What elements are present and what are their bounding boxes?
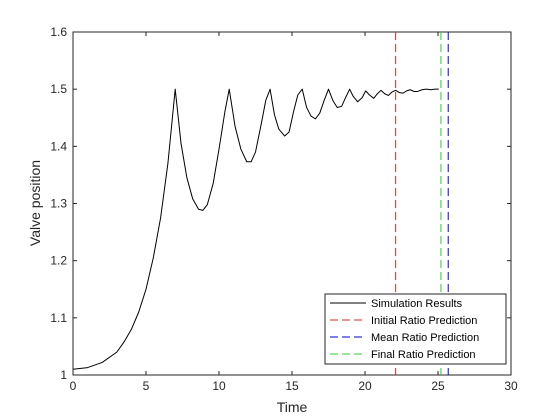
x-tick-label: 20 xyxy=(358,379,372,393)
x-tick-label: 0 xyxy=(70,379,77,393)
legend-label-mean-ratio-prediction: Mean Ratio Prediction xyxy=(371,332,479,344)
y-tick-label: 1.4 xyxy=(50,139,67,153)
x-tick-label: 5 xyxy=(143,379,150,393)
y-tick-label: 1.1 xyxy=(50,311,67,325)
legend: Simulation Results Initial Ratio Predict… xyxy=(324,293,507,365)
y-tick-label: 1.3 xyxy=(50,197,67,211)
y-tick-label: 1 xyxy=(60,368,67,382)
series-line-simulation-results xyxy=(72,88,439,370)
legend-box xyxy=(324,293,507,365)
y-axis-label: Valve position xyxy=(27,160,43,246)
x-tick-label: 15 xyxy=(285,379,299,393)
x-tick-label: 25 xyxy=(431,379,445,393)
series-layer xyxy=(72,32,449,375)
legend-label-final-ratio-prediction: Final Ratio Prediction xyxy=(371,349,476,361)
legend-label-simulation-results: Simulation Results xyxy=(371,298,463,310)
y-tick-label: 1.5 xyxy=(50,82,67,96)
x-tick-label: 10 xyxy=(212,379,226,393)
x-axis-label: Time xyxy=(277,399,308,415)
x-tick-label: 30 xyxy=(504,379,518,393)
y-tick-label: 1.6 xyxy=(50,25,67,39)
legend-label-initial-ratio-prediction: Initial Ratio Prediction xyxy=(371,315,477,327)
ticks: 0 5 10 15 20 25 30 1 1.1 1.2 1.3 1.4 1.5 1.6 xyxy=(50,25,518,393)
y-tick-label: 1.2 xyxy=(50,254,67,268)
